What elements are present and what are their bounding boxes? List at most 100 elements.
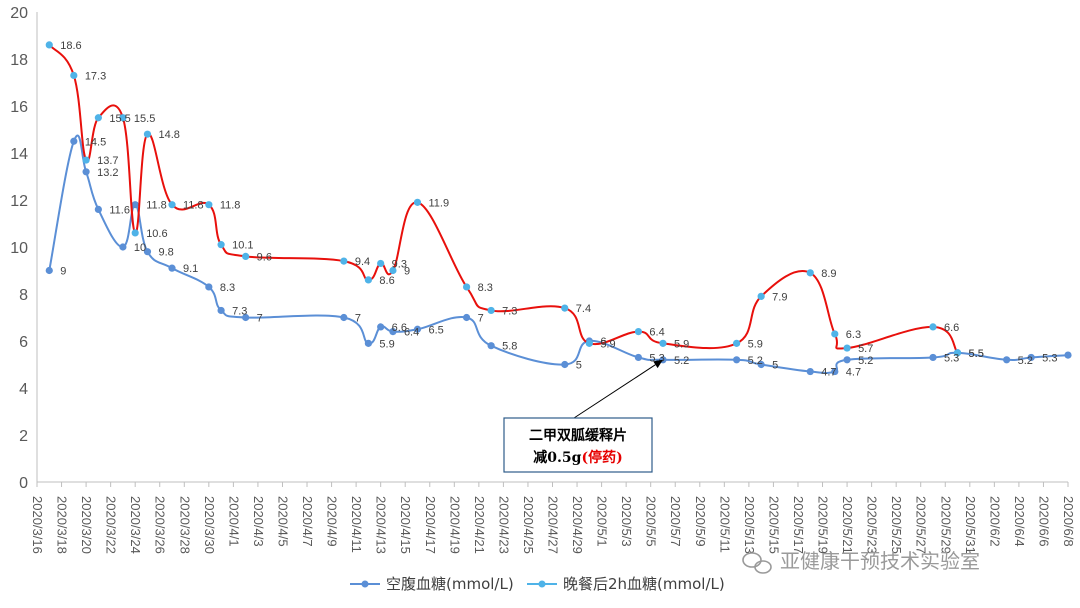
post-data-label: 5.9 <box>600 338 615 350</box>
fasting-point <box>168 264 176 272</box>
x-tick-label: 2020/5/1 <box>595 496 610 547</box>
post-data-label: 9 <box>404 266 410 278</box>
post-point <box>806 269 814 277</box>
x-tick-label: 2020/4/11 <box>349 496 364 553</box>
post-point <box>340 257 348 265</box>
post-point <box>70 71 78 80</box>
legend-label-post: 晚餐后2h血糖(mmol/L) <box>563 575 725 593</box>
x-tick-label: 2020/3/30 <box>202 496 217 554</box>
post-point <box>462 283 471 291</box>
x-tick-label: 2020/5/19 <box>816 496 831 554</box>
fasting-data-label: 5.2 <box>1018 355 1033 367</box>
post-point <box>119 114 127 122</box>
post-data-label: 9.3 <box>392 258 407 270</box>
fasting-line <box>48 134 1069 374</box>
fasting-data-label: 5 <box>576 360 582 372</box>
x-tick-label: 2020/4/5 <box>275 496 290 547</box>
post-data-label: 11.8 <box>183 200 204 212</box>
post-data-label: 6.6 <box>944 322 959 334</box>
post-data-label: 6.3 <box>846 329 861 341</box>
annotation-line2: 减0.5g(停药) <box>533 449 622 466</box>
fasting-data-label: 5.9 <box>379 338 394 350</box>
fasting-data-label: 11.6 <box>109 204 130 216</box>
post-point <box>94 114 102 122</box>
y-tick-label: 14 <box>10 146 28 163</box>
fasting-data-label: 9 <box>60 266 66 278</box>
x-tick-label: 2020/5/17 <box>791 496 806 554</box>
x-tick-label: 2020/4/1 <box>226 496 241 547</box>
wechat-icon <box>742 552 772 574</box>
fasting-point <box>94 205 102 213</box>
post-point <box>377 259 385 268</box>
x-tick-label: 2020/5/31 <box>963 496 978 554</box>
fasting-data-label: 7 <box>355 313 361 325</box>
fasting-data-label: 4.7 <box>846 367 861 379</box>
annotation-arrow <box>573 364 656 419</box>
post-point <box>953 349 962 357</box>
x-tick-label: 2020/4/7 <box>300 496 315 547</box>
x-tick-label: 2020/3/20 <box>79 496 94 554</box>
x-tick-label: 2020/6/2 <box>987 496 1002 547</box>
x-tick-label: 2020/4/9 <box>325 496 340 547</box>
y-tick-label: 12 <box>10 193 28 210</box>
post-data-label: 15.5 <box>109 113 130 125</box>
fasting-data-label: 5.2 <box>748 355 763 367</box>
x-tick-label: 2020/5/3 <box>619 496 634 547</box>
fasting-data-label: 11.8 <box>146 200 167 212</box>
post-point <box>82 156 90 164</box>
post-point <box>929 323 937 331</box>
x-tick-label: 2020/4/13 <box>374 496 389 554</box>
legend-label-fasting: 空腹血糖(mmol/L) <box>386 575 514 593</box>
y-tick-label: 20 <box>10 5 28 22</box>
post-point <box>585 339 593 347</box>
fasting-data-label: 10 <box>134 242 146 254</box>
post-point <box>561 304 569 312</box>
x-tick-label: 2020/4/3 <box>251 496 266 547</box>
annotation-line1: 二甲双胍缓释片 <box>529 427 627 444</box>
x-tick-label: 2020/5/27 <box>914 496 929 554</box>
fasting-point <box>806 367 814 376</box>
fasting-point <box>377 323 385 331</box>
y-axis: 0 2 4 6 8 10 12 14 16 18 20 <box>10 5 38 492</box>
fasting-data-label: 6.4 <box>404 327 419 339</box>
x-tick-label: 2020/4/23 <box>496 496 511 554</box>
fasting-point <box>413 325 422 333</box>
x-tick-label: 2020/5/11 <box>717 496 732 553</box>
fasting-data-label: 5 <box>772 360 778 372</box>
fasting-data-label: 6 <box>600 336 606 348</box>
post-data-label: 11.8 <box>220 200 241 212</box>
fasting-data-label: 7 <box>257 313 263 325</box>
fasting-point <box>843 356 851 364</box>
legend: 空腹血糖(mmol/L) 晚餐后2h血糖(mmol/L) <box>350 575 725 593</box>
fasting-point <box>131 201 139 209</box>
fasting-point <box>119 243 127 251</box>
fasting-point <box>1027 353 1035 362</box>
fasting-point <box>340 313 348 322</box>
post-point <box>831 330 839 338</box>
post-data-label: 5.9 <box>674 338 689 350</box>
fasting-data-label: 6.5 <box>428 324 443 336</box>
post-point <box>168 201 176 209</box>
fasting-point <box>634 353 643 362</box>
fasting-data-label: 5.3 <box>944 352 959 364</box>
post-data-label: 17.3 <box>85 70 106 82</box>
x-tick-label: 2020/3/22 <box>104 496 119 554</box>
fasting-point <box>487 342 495 350</box>
y-tick-label: 2 <box>19 428 28 445</box>
post-data-label: 8.6 <box>379 275 394 287</box>
fasting-point <box>45 266 53 275</box>
x-tick-label: 2020/5/29 <box>938 496 953 554</box>
fasting-data-label: 8.3 <box>220 282 235 294</box>
post-point <box>364 276 372 284</box>
x-tick-label: 2020/6/4 <box>1012 496 1027 547</box>
fasting-data-label: 7 <box>478 313 484 325</box>
fasting-data-label: 9.1 <box>183 263 198 275</box>
post-data-label: 8.3 <box>478 282 493 294</box>
post-data-label: 7.9 <box>772 291 787 303</box>
x-tick-label: 2020/4/25 <box>521 496 536 554</box>
series-fasting <box>45 134 1072 376</box>
fasting-data-label: 4.7 <box>821 367 836 379</box>
fasting-point <box>831 367 839 376</box>
fasting-point <box>364 339 372 347</box>
